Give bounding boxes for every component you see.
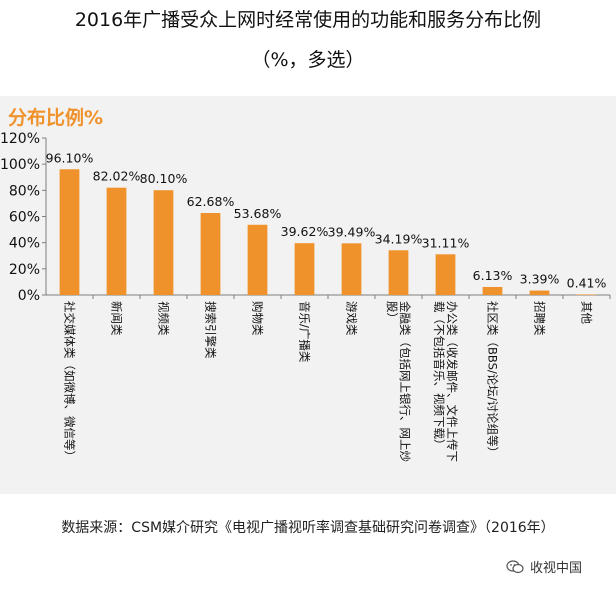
y-tick-label: 60% xyxy=(9,210,40,226)
chart-title: 2016年广播受众上网时经常使用的功能和服务分布比例 xyxy=(74,9,542,31)
wechat-icon xyxy=(506,559,524,573)
bar-chart: 0% 20% 40% 60% 80% 100% 120% 96.10% 社交媒体类（如微博、微信… xyxy=(0,131,611,462)
data-label: 53.68% xyxy=(234,206,282,221)
y-tick-label: 40% xyxy=(9,236,40,252)
chart-subtitle: （%，多选） xyxy=(251,49,365,71)
y-tick-label: 80% xyxy=(9,183,40,199)
x-tick-label: 金融类（包括网上银行、网上炒股） xyxy=(385,301,412,462)
x-tick-label: 社交媒体类（如微博、微信等） xyxy=(63,301,77,462)
chart-panel: 分布比例% 0% 20% 40% 60% 80% 100% 120% 96.10% 社交媒体类（… xyxy=(0,96,616,494)
brand-name: 收视中国 xyxy=(529,561,582,576)
panel-heading: 分布比例% xyxy=(8,107,104,129)
x-tick-label: 招聘类 xyxy=(533,301,547,336)
y-tick-label: 20% xyxy=(9,262,40,278)
bar xyxy=(247,224,268,295)
x-tick-label: 办公类（收发邮件、文件上传下载（不包括音乐、视频下载） xyxy=(432,301,459,462)
data-label: 82.02% xyxy=(93,169,141,184)
data-label: 31.11% xyxy=(422,235,470,250)
bar xyxy=(106,187,127,295)
y-tick-label: 100% xyxy=(0,157,40,173)
data-label: 62.68% xyxy=(187,194,235,209)
data-source-note: 数据来源：CSM媒介研究《电视广播视听率调查基础研究问卷调查》（2016年） xyxy=(61,520,555,536)
x-tick-label: 音乐/广播类 xyxy=(298,301,312,363)
x-tick-label: 社区类（BBS/论坛/讨论组等） xyxy=(486,301,500,458)
y-tick-label: 120% xyxy=(0,131,40,147)
x-tick-label: 搜索引擎类 xyxy=(204,301,218,359)
bar xyxy=(529,290,550,295)
bar xyxy=(388,250,409,295)
data-label: 96.10% xyxy=(46,150,94,165)
data-label: 80.10% xyxy=(140,171,188,186)
bar xyxy=(482,286,503,295)
bar xyxy=(576,294,597,296)
data-label: 6.13% xyxy=(473,268,513,283)
data-label: 39.49% xyxy=(328,224,376,239)
bar xyxy=(435,254,456,295)
x-tick-label: 其他 xyxy=(580,301,594,324)
bar xyxy=(294,243,315,295)
bar xyxy=(341,243,362,295)
bar xyxy=(59,169,80,295)
y-tick-label: 0% xyxy=(18,288,40,304)
x-tick-label: 购物类 xyxy=(251,301,265,336)
data-label: 39.62% xyxy=(281,224,329,239)
data-label: 0.41% xyxy=(567,275,607,290)
data-label: 3.39% xyxy=(520,272,560,287)
data-label: 34.19% xyxy=(375,231,423,246)
brand-mark: 收视中国 xyxy=(506,557,582,576)
bar xyxy=(200,212,221,295)
x-tick-label: 视频类 xyxy=(157,301,171,336)
x-tick-label: 新闻类 xyxy=(110,301,124,336)
x-tick-label: 游戏类 xyxy=(345,301,359,336)
bar xyxy=(153,190,174,295)
